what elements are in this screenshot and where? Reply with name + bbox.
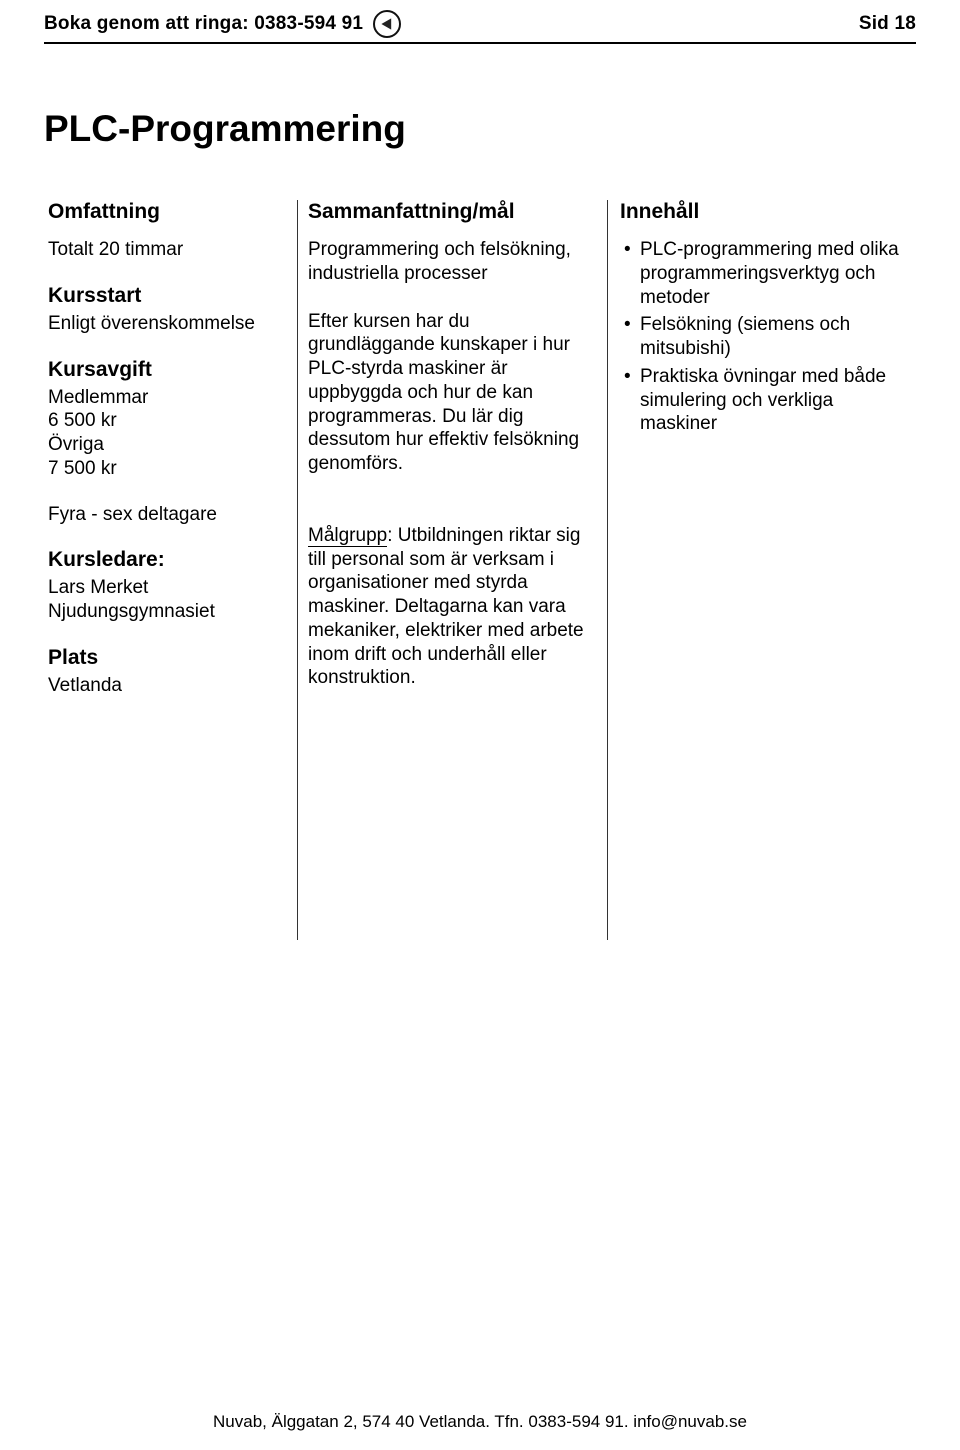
contents-heading: Innehåll — [620, 200, 914, 224]
participants-text: Fyra - sex deltagare — [48, 503, 285, 527]
contents-list: PLC-programmering med olika programmerin… — [620, 238, 914, 436]
list-item: Felsökning (siemens och mitsubishi) — [620, 313, 914, 361]
plats-value: Vetlanda — [48, 674, 285, 698]
summary-intro: Programmering och felsökning, industriel… — [308, 238, 597, 286]
omfattning-heading: Omfattning — [48, 200, 285, 224]
plats-heading: Plats — [48, 646, 285, 670]
list-item: PLC-programmering med olika programmerin… — [620, 238, 914, 309]
fee-member-value: 6 500 kr — [48, 409, 285, 433]
fee-other-label: Övriga — [48, 433, 285, 457]
target-group-paragraph: Målgrupp: Utbildningen riktar sig till p… — [308, 524, 597, 690]
omfattning-value: Totalt 20 timmar — [48, 238, 285, 262]
column-details: Omfattning Totalt 20 timmar Kursstart En… — [44, 200, 298, 940]
fee-other-value: 7 500 kr — [48, 457, 285, 481]
footer-contact: Nuvab, Älggatan 2, 574 40 Vetlanda. Tfn.… — [0, 1412, 960, 1432]
column-summary: Sammanfattning/mål Programmering och fel… — [298, 200, 608, 940]
leader-name: Lars Merket — [48, 576, 285, 600]
header-left: Boka genom att ringa: 0383-594 91 — [44, 10, 859, 38]
page-header: Boka genom att ringa: 0383-594 91 Sid 18 — [0, 0, 960, 38]
leader-org: Njudungsgymnasiet — [48, 600, 285, 624]
kursstart-heading: Kursstart — [48, 284, 285, 308]
target-text: : Utbildningen riktar sig till personal … — [308, 525, 584, 689]
content-columns: Omfattning Totalt 20 timmar Kursstart En… — [0, 150, 960, 940]
column-contents: Innehåll PLC-programmering med olika pro… — [608, 200, 918, 940]
kursledare-heading: Kursledare: — [48, 548, 285, 572]
page-number: Sid 18 — [859, 13, 916, 35]
list-item: Praktiska övningar med både simulering o… — [620, 365, 914, 436]
summary-paragraph: Efter kursen har du grundläggande kunska… — [308, 310, 597, 476]
target-label: Målgrupp — [308, 525, 387, 547]
booking-phone-text: Boka genom att ringa: 0383-594 91 — [44, 13, 363, 35]
summary-heading: Sammanfattning/mål — [308, 200, 597, 224]
back-arrow-icon[interactable] — [373, 10, 401, 38]
kursavgift-heading: Kursavgift — [48, 358, 285, 382]
kursstart-value: Enligt överenskommelse — [48, 312, 285, 336]
fee-member-label: Medlemmar — [48, 386, 285, 410]
page-title: PLC-Programmering — [0, 44, 960, 150]
